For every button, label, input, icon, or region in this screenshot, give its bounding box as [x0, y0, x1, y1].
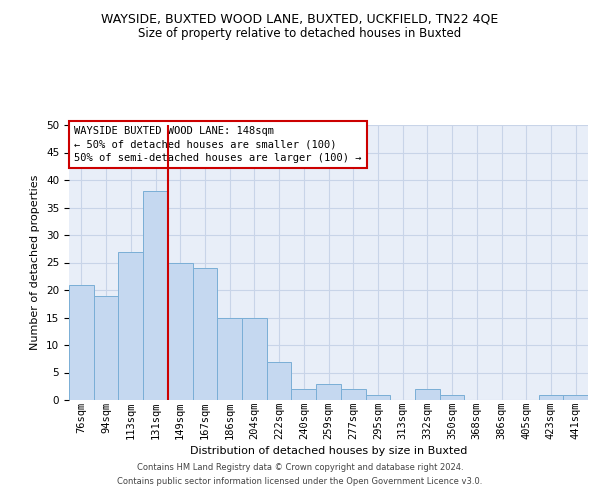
Text: WAYSIDE, BUXTED WOOD LANE, BUXTED, UCKFIELD, TN22 4QE: WAYSIDE, BUXTED WOOD LANE, BUXTED, UCKFI…: [101, 12, 499, 26]
Text: Contains HM Land Registry data © Crown copyright and database right 2024.: Contains HM Land Registry data © Crown c…: [137, 462, 463, 471]
Bar: [365, 394, 390, 400]
Bar: [118, 252, 143, 400]
Bar: [242, 318, 267, 400]
Text: Size of property relative to detached houses in Buxted: Size of property relative to detached ho…: [139, 28, 461, 40]
Text: Contains public sector information licensed under the Open Government Licence v3: Contains public sector information licen…: [118, 478, 482, 486]
Bar: [168, 262, 193, 400]
Bar: [217, 318, 242, 400]
Bar: [440, 394, 464, 400]
Bar: [143, 191, 168, 400]
Bar: [316, 384, 341, 400]
X-axis label: Distribution of detached houses by size in Buxted: Distribution of detached houses by size …: [190, 446, 467, 456]
Bar: [292, 389, 316, 400]
Bar: [94, 296, 118, 400]
Bar: [539, 394, 563, 400]
Bar: [341, 389, 365, 400]
Bar: [69, 284, 94, 400]
Bar: [193, 268, 217, 400]
Bar: [267, 362, 292, 400]
Y-axis label: Number of detached properties: Number of detached properties: [31, 175, 40, 350]
Bar: [563, 394, 588, 400]
Text: WAYSIDE BUXTED WOOD LANE: 148sqm
← 50% of detached houses are smaller (100)
50% : WAYSIDE BUXTED WOOD LANE: 148sqm ← 50% o…: [74, 126, 362, 163]
Bar: [415, 389, 440, 400]
